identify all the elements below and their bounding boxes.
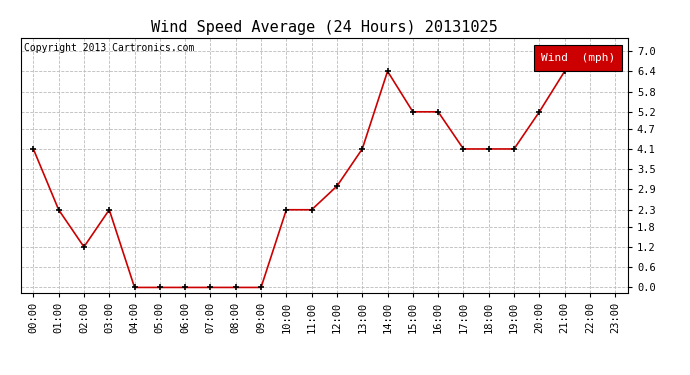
Title: Wind Speed Average (24 Hours) 20131025: Wind Speed Average (24 Hours) 20131025 bbox=[151, 20, 497, 35]
Text: Wind  (mph): Wind (mph) bbox=[541, 53, 615, 63]
Text: Copyright 2013 Cartronics.com: Copyright 2013 Cartronics.com bbox=[23, 43, 194, 52]
FancyBboxPatch shape bbox=[534, 45, 622, 70]
